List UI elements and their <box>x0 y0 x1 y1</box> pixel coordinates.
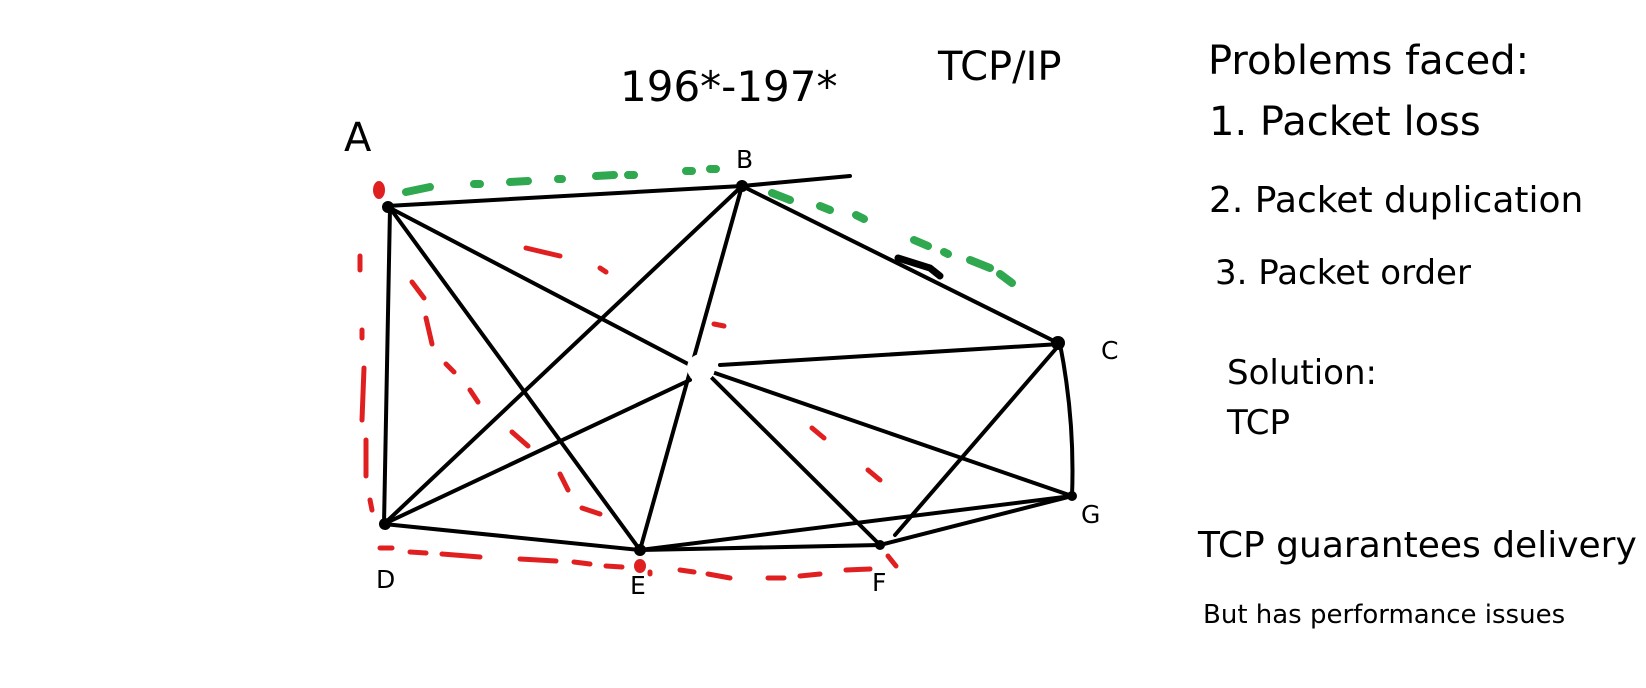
problems-heading: Problems faced: <box>1208 38 1530 84</box>
edge-e-g <box>638 494 1074 552</box>
node-label-b: B <box>736 145 754 174</box>
problem-item-3: 3. Packet order <box>1215 253 1471 293</box>
edge-c-g <box>1058 342 1075 498</box>
edge-e-f <box>638 543 882 552</box>
edge-c-f <box>893 342 1062 537</box>
edge-b-c-scribble <box>894 254 944 280</box>
red-marker-e <box>634 559 646 573</box>
solution-heading: Solution: <box>1227 353 1377 393</box>
hub-center <box>687 354 715 382</box>
node-label-a: A <box>344 115 372 161</box>
red-path-inner <box>523 245 883 483</box>
green-path-a-b <box>402 165 720 196</box>
node-dots <box>379 180 1077 556</box>
node-label-g: G <box>1081 500 1101 529</box>
node-label-d: D <box>376 565 396 594</box>
green-path-b-c <box>768 189 1016 287</box>
red-marker-a <box>373 181 385 199</box>
problem-item-1: 1. Packet loss <box>1209 99 1481 145</box>
protocol-label: TCP/IP <box>938 44 1062 90</box>
red-path-bottom <box>377 545 899 581</box>
red-path <box>357 181 899 581</box>
edge-a-e <box>388 206 642 552</box>
edge-d-b <box>382 184 744 526</box>
edge-center-d <box>382 378 692 526</box>
node-b-dot <box>736 180 748 192</box>
edge-center-f <box>710 376 882 547</box>
edge-d-e <box>382 522 642 552</box>
edge-center-g <box>710 370 1074 498</box>
edge-f-g <box>878 494 1074 547</box>
edge-a-d <box>382 206 392 526</box>
network-links <box>382 174 1075 552</box>
node-e-dot <box>634 544 646 556</box>
guarantee-note: TCP guarantees delivery <box>1198 525 1637 566</box>
node-label-f: F <box>872 568 887 597</box>
solution-value: TCP <box>1227 403 1291 443</box>
node-f-dot <box>875 540 885 550</box>
node-d-dot <box>379 518 391 530</box>
edge-a-center <box>388 206 692 367</box>
red-path-diagonal <box>409 279 603 517</box>
red-markers <box>373 181 646 573</box>
green-path <box>402 165 1016 287</box>
diagram-title: 196*-197* <box>620 62 838 111</box>
problem-item-2: 2. Packet duplication <box>1209 180 1584 221</box>
node-label-c: C <box>1101 336 1119 365</box>
node-label-e: E <box>630 571 646 600</box>
node-a-dot <box>382 201 394 213</box>
edge-center-c <box>718 342 1062 367</box>
edge-a-b <box>385 184 744 208</box>
red-path-left <box>357 181 383 513</box>
edge-b-extension <box>740 174 852 188</box>
node-g-dot <box>1067 491 1077 501</box>
edge-b-c <box>740 184 1062 346</box>
caveat-note: But has performance issues <box>1203 600 1566 630</box>
node-c-dot <box>1051 336 1065 350</box>
